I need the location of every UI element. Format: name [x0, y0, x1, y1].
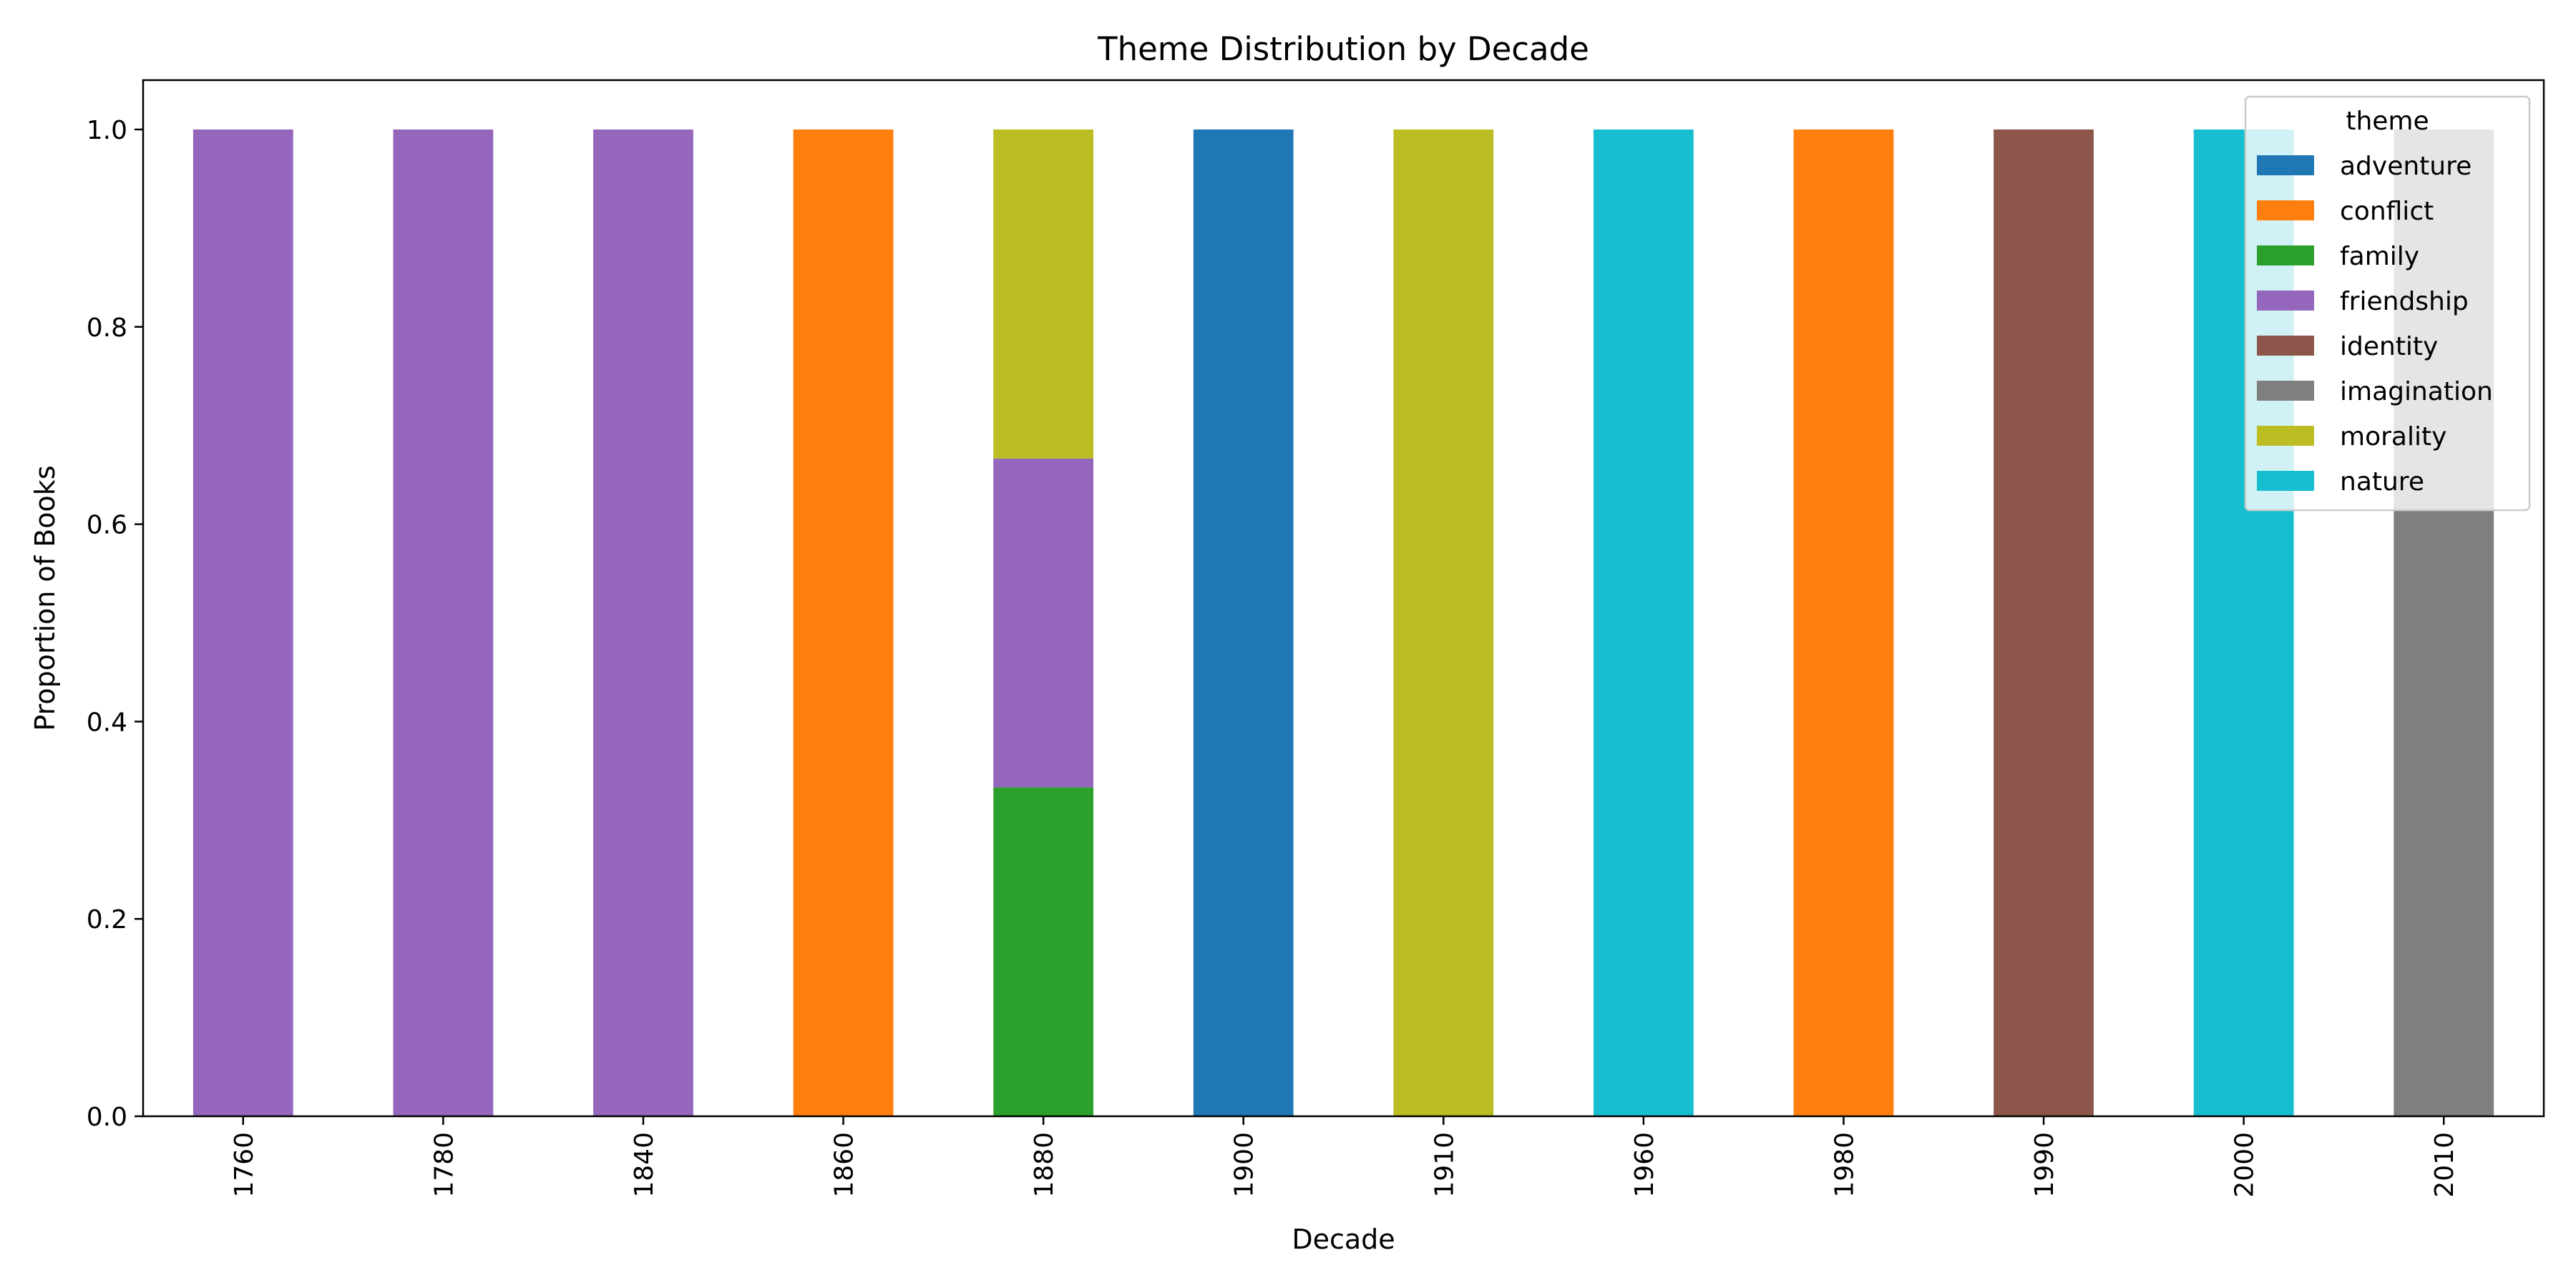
bar-1980-conflict — [1793, 129, 1894, 1116]
legend-swatch-friendship — [2257, 291, 2314, 311]
bar-1910-morality — [1393, 129, 1494, 1116]
x-tick-label: 1900 — [1230, 1132, 1259, 1198]
bar-1760-friendship — [192, 129, 293, 1116]
x-tick-label: 1990 — [2030, 1132, 2059, 1198]
y-tick-label: 0.0 — [87, 1103, 127, 1132]
chart-title: Theme Distribution by Decade — [1097, 30, 1589, 68]
bar-1880-family — [993, 787, 1094, 1116]
bar-1880-morality — [993, 129, 1094, 459]
y-tick-label: 0.2 — [87, 905, 127, 935]
legend-swatch-imagination — [2257, 381, 2314, 401]
legend-swatch-identity — [2257, 336, 2314, 356]
x-axis: 1760 1780 1840 1860 1880 1900 1910 1960 1980 1990… — [230, 1116, 2459, 1198]
bar-1880-friendship — [993, 458, 1094, 788]
legend-label-adventure: adventure — [2340, 152, 2472, 181]
legend: theme adventure conflict family friendship id… — [2244, 95, 2531, 512]
legend-label-identity: identity — [2340, 332, 2438, 361]
x-tick-label: 1780 — [429, 1132, 459, 1198]
x-tick-label: 1840 — [630, 1132, 659, 1198]
y-tick-label: 0.4 — [87, 708, 127, 737]
legend-label-nature: nature — [2340, 467, 2424, 497]
x-tick-label: 1860 — [830, 1132, 859, 1198]
bar-1840-friendship — [593, 129, 693, 1116]
y-axis: 0.0 0.2 0.4 0.6 0.8 1.0 — [87, 116, 143, 1132]
legend-label-conflict: conflict — [2340, 197, 2434, 226]
x-tick-label: 2000 — [2230, 1132, 2260, 1198]
legend-label-morality: morality — [2340, 422, 2446, 452]
y-tick-label: 0.6 — [87, 511, 127, 540]
legend-title: theme — [2346, 107, 2429, 136]
legend-swatch-family — [2257, 245, 2314, 265]
bar-1960-nature — [1593, 129, 1694, 1116]
y-axis-label: Proportion of Books — [29, 465, 61, 731]
x-tick-label: 1980 — [1830, 1132, 1859, 1198]
bars-layer — [192, 129, 2494, 1116]
legend-swatch-adventure — [2257, 155, 2314, 175]
legend-label-friendship: friendship — [2340, 287, 2469, 316]
x-tick-label: 1880 — [1030, 1132, 1059, 1198]
bar-1780-friendship — [393, 129, 494, 1116]
x-tick-label: 1960 — [1630, 1132, 1659, 1198]
x-tick-label: 1910 — [1430, 1132, 1459, 1198]
bar-1860-conflict — [793, 129, 894, 1116]
legend-box — [2244, 95, 2531, 512]
legend-label-imagination: imagination — [2340, 377, 2493, 406]
y-tick-label: 0.8 — [87, 313, 127, 343]
x-tick-label: 2010 — [2430, 1132, 2459, 1198]
bar-1900-adventure — [1193, 129, 1294, 1116]
legend-swatch-morality — [2257, 426, 2314, 446]
y-tick-label: 1.0 — [87, 116, 127, 145]
legend-swatch-nature — [2257, 471, 2314, 491]
legend-label-family: family — [2340, 242, 2419, 271]
bar-1990-identity — [1994, 129, 2094, 1116]
x-tick-label: 1760 — [230, 1132, 259, 1198]
plot-frame — [142, 79, 2545, 1118]
legend-swatch-conflict — [2257, 200, 2314, 220]
x-axis-label: Decade — [1292, 1224, 1395, 1255]
